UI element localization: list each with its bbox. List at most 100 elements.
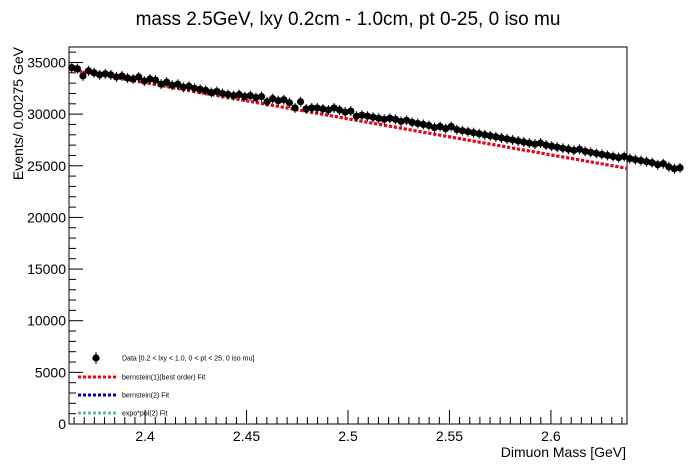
data-point [481, 131, 489, 139]
data-point [575, 145, 584, 153]
data-point [135, 73, 143, 81]
data-point [587, 148, 595, 156]
y-axis-title: Events/ 0.00275 GeV [10, 46, 26, 180]
data-point [469, 129, 478, 137]
data-point [642, 158, 651, 166]
legend-label: bernstein(1)(best order) Fit [122, 375, 205, 382]
data-point [302, 105, 310, 113]
data-point [363, 112, 372, 120]
data-point [252, 94, 260, 102]
data-point [581, 147, 589, 155]
data-point [391, 115, 400, 123]
data-point [174, 80, 182, 88]
x-tick-label: 2.45 [233, 428, 260, 444]
y-tick-label: 5000 [35, 364, 66, 380]
fit-line [68, 67, 628, 170]
data-point [503, 135, 511, 143]
data-point [553, 143, 561, 151]
data-point [453, 126, 461, 134]
data-point [168, 81, 176, 89]
data-point [536, 139, 545, 147]
fit-curves [68, 67, 628, 170]
data-point [84, 67, 93, 75]
data-point [218, 89, 227, 98]
data-point [497, 134, 506, 142]
data-point [609, 152, 617, 161]
data-point [665, 163, 673, 171]
data-point [213, 87, 221, 96]
x-axis: 2.4 2.45 2.5 2.55 2.6 [73, 410, 623, 444]
x-axis-title: Dimuon Mass [GeV] [501, 444, 626, 460]
data-point [592, 149, 600, 157]
legend-label: expo*pol(2) Fit [122, 411, 168, 418]
data-point [447, 122, 455, 131]
data-point [352, 112, 360, 120]
data-point [442, 124, 450, 133]
data-point [436, 122, 444, 131]
data-point [464, 128, 472, 136]
data-point [380, 115, 388, 123]
data-point [670, 165, 679, 173]
x-tick-label: 2.55 [436, 428, 463, 444]
data-point [425, 121, 433, 130]
data-point [157, 80, 165, 88]
data-point [659, 160, 667, 168]
x-tick-label: 2.5 [338, 428, 358, 444]
data-point [486, 132, 494, 140]
data-point [257, 92, 266, 101]
data-point [230, 91, 238, 100]
data-point [603, 151, 612, 160]
data-point [112, 73, 121, 81]
data-point [397, 117, 405, 125]
data-point [626, 154, 634, 163]
data-point [140, 77, 148, 85]
data-point [291, 104, 299, 112]
data-point [386, 114, 394, 122]
data-point [185, 82, 193, 90]
data-point [146, 75, 154, 83]
data-point [246, 91, 254, 100]
data-point [241, 92, 249, 101]
data-point [202, 86, 210, 94]
data-point [509, 136, 517, 144]
data-point [419, 120, 427, 129]
data-point [520, 138, 528, 146]
data-point [475, 130, 483, 138]
data-point [336, 106, 344, 114]
data-point [402, 116, 411, 124]
data-point [308, 104, 316, 112]
data-point [531, 140, 539, 148]
data-point [73, 65, 81, 73]
data-point [654, 161, 662, 169]
chart-title: mass 2.5GeV, lxy 0.2cm - 1.0cm, pt 0-25,… [136, 9, 561, 30]
data-point [548, 142, 556, 150]
data-point [564, 145, 573, 153]
data-point [280, 96, 288, 104]
data-point [313, 104, 321, 112]
data-point [179, 83, 187, 91]
data-point [107, 71, 115, 79]
x-tick-label: 2.4 [135, 428, 155, 444]
data-point [615, 153, 623, 162]
y-tick-label: 25000 [27, 158, 66, 174]
data-point [79, 72, 87, 80]
legend-label: Data [0.2 < lxy < 1.0, 0 < pt < 25, 0 is… [122, 356, 254, 363]
data-point [559, 144, 567, 152]
data-point [296, 98, 305, 106]
data-point [514, 137, 522, 145]
y-tick-label: 15000 [27, 261, 66, 277]
data-point [207, 88, 215, 97]
plot-frame [68, 46, 628, 425]
x-tick-label: 2.6 [541, 428, 561, 444]
data-point [598, 150, 606, 159]
data-point [458, 127, 466, 135]
y-tick-label: 20000 [27, 209, 66, 225]
data-points [68, 62, 684, 174]
data-point [631, 155, 639, 164]
data-point [676, 164, 684, 172]
y-tick-label: 10000 [27, 313, 66, 329]
data-point [285, 99, 294, 107]
data-point [96, 71, 104, 79]
y-tick-label: 30000 [27, 106, 66, 122]
data-point [570, 146, 578, 154]
